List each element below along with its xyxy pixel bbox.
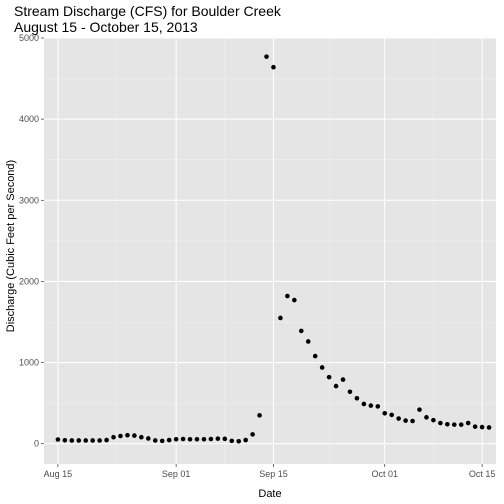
data-point [118, 433, 123, 439]
data-point [347, 389, 353, 395]
data-point [257, 413, 262, 418]
data-point [382, 410, 388, 416]
data-point [250, 432, 255, 437]
data-point [173, 436, 179, 442]
data-point [431, 417, 436, 423]
data-point [424, 415, 429, 420]
plot-panel [44, 37, 496, 464]
data-point [194, 436, 200, 442]
y-axis: 0 1000 2000 3000 4000 5000 [19, 33, 44, 449]
x-tick-label: Oct 01 [371, 469, 398, 479]
data-point [125, 432, 130, 438]
data-point [361, 401, 367, 407]
y-tick-label: 1000 [19, 358, 39, 368]
data-point [410, 418, 415, 424]
data-point [417, 407, 422, 412]
data-point [333, 383, 339, 389]
data-point [389, 412, 394, 418]
data-point [97, 438, 102, 443]
data-point [69, 438, 75, 443]
data-point [62, 438, 68, 443]
data-point [319, 365, 325, 370]
data-point [285, 293, 290, 299]
data-point [166, 437, 172, 443]
data-point [90, 438, 95, 443]
x-tick-label: Oct 15 [469, 469, 496, 479]
chart-subtitle: August 15 - October 15, 2013 [14, 19, 198, 35]
x-axis-title: Date [258, 488, 281, 500]
plot-background [44, 38, 496, 464]
data-point [340, 377, 346, 382]
x-tick-label: Sep 15 [259, 469, 288, 479]
data-point [305, 339, 311, 344]
data-point [472, 424, 478, 429]
data-point [104, 437, 109, 443]
data-point [292, 297, 297, 303]
data-point [451, 422, 457, 427]
y-axis-title: Discharge (Cubic Feet per Second) [5, 160, 17, 332]
data-point [368, 403, 374, 408]
data-point [83, 438, 89, 443]
data-point [479, 424, 485, 430]
data-point [298, 328, 304, 334]
data-point [222, 436, 228, 442]
data-point [180, 436, 186, 442]
data-point [139, 434, 144, 440]
data-point [278, 315, 283, 321]
data-point [208, 436, 214, 442]
data-point [111, 434, 116, 440]
data-point [264, 54, 269, 59]
data-point [132, 433, 137, 438]
x-axis: Aug 15 Sep 01 Sep 15 Oct 01 Oct 15 [44, 464, 496, 479]
data-points [55, 54, 492, 444]
data-point [229, 438, 235, 444]
data-point [465, 420, 471, 426]
data-point [55, 437, 61, 442]
data-point [438, 420, 443, 426]
data-point [201, 436, 207, 442]
data-point [159, 438, 165, 444]
data-point [375, 404, 381, 409]
data-point [312, 353, 318, 359]
data-point [458, 422, 464, 427]
data-point [326, 374, 332, 380]
y-tick-label: 0 [34, 439, 39, 449]
data-point [152, 438, 158, 443]
data-point [403, 418, 408, 423]
data-point [187, 436, 193, 442]
data-point [486, 425, 492, 430]
data-point [354, 395, 360, 401]
chart-title: Stream Discharge (CFS) for Boulder Creek [14, 3, 282, 19]
x-tick-label: Sep 01 [162, 469, 191, 479]
x-tick-label: Aug 15 [44, 469, 73, 479]
data-point [271, 64, 276, 70]
data-point [236, 438, 242, 444]
data-point [76, 438, 82, 443]
y-tick-label: 3000 [19, 195, 39, 205]
data-point [146, 436, 151, 441]
y-tick-label: 4000 [19, 114, 39, 124]
data-point [243, 437, 248, 443]
data-point [396, 416, 401, 421]
y-tick-label: 5000 [19, 33, 39, 43]
data-point [215, 436, 221, 441]
data-point [445, 421, 450, 427]
y-tick-label: 2000 [19, 276, 39, 286]
